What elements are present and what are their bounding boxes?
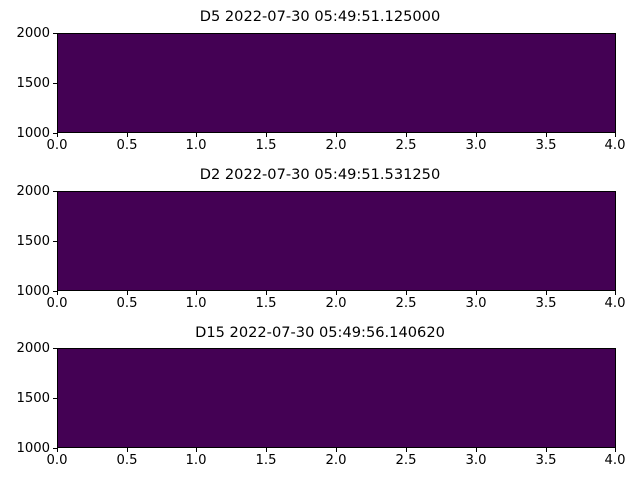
xtick-mark (615, 448, 616, 452)
xtick-label: 4.0 (604, 296, 626, 311)
subplot-3-axes (57, 348, 616, 448)
xtick-label: 2.0 (325, 138, 347, 153)
xtick-mark (546, 291, 547, 295)
xtick-mark (476, 291, 477, 295)
ytick-label: 1000 (16, 284, 50, 299)
ytick-mark (53, 291, 57, 292)
xtick-mark (196, 291, 197, 295)
subplot-3-title: D15 2022-07-30 05:49:56.140620 (195, 324, 445, 341)
xtick-mark (336, 448, 337, 452)
ytick-label: 1000 (16, 126, 50, 141)
xtick-mark (127, 291, 128, 295)
subplot-1-title: D5 2022-07-30 05:49:51.125000 (199, 8, 441, 25)
xtick-mark (615, 291, 616, 295)
xtick-mark (127, 448, 128, 452)
xtick-label: 0.0 (46, 138, 68, 153)
ytick-mark (53, 348, 57, 349)
xtick-mark (336, 133, 337, 137)
xtick-mark (266, 133, 267, 137)
xtick-label: 0.5 (116, 453, 138, 468)
ytick-mark (53, 83, 57, 84)
xtick-mark (57, 133, 58, 137)
ytick-mark (53, 191, 57, 192)
ytick-mark (53, 133, 57, 134)
xtick-mark (476, 133, 477, 137)
ytick-label: 1000 (16, 441, 50, 456)
ytick-mark (53, 398, 57, 399)
ytick-label: 2000 (16, 341, 50, 356)
xtick-mark (266, 448, 267, 452)
subplot-2-title: D2 2022-07-30 05:49:51.531250 (199, 166, 441, 183)
xtick-label: 0.5 (116, 296, 138, 311)
xtick-label: 3.5 (535, 138, 557, 153)
xtick-label: 0.0 (46, 296, 68, 311)
xtick-label: 1.5 (255, 453, 277, 468)
xtick-mark (57, 291, 58, 295)
xtick-label: 1.0 (185, 296, 207, 311)
xtick-mark (406, 448, 407, 452)
ytick-mark (53, 241, 57, 242)
xtick-label: 2.0 (325, 296, 347, 311)
xtick-mark (266, 291, 267, 295)
xtick-mark (476, 448, 477, 452)
xtick-label: 2.5 (395, 453, 417, 468)
xtick-mark (196, 133, 197, 137)
xtick-mark (615, 133, 616, 137)
spectrogram-image-3 (58, 349, 615, 447)
ytick-label: 1500 (16, 391, 50, 406)
xtick-label: 3.0 (465, 453, 487, 468)
xtick-label: 1.5 (255, 296, 277, 311)
xtick-label: 4.0 (604, 453, 626, 468)
spectrogram-image-2 (58, 192, 615, 290)
xtick-label: 4.0 (604, 138, 626, 153)
xtick-mark (406, 291, 407, 295)
xtick-label: 3.5 (535, 453, 557, 468)
ytick-label: 2000 (16, 26, 50, 41)
xtick-mark (546, 133, 547, 137)
subplot-1-axes (57, 33, 616, 133)
xtick-mark (406, 133, 407, 137)
xtick-label: 1.0 (185, 138, 207, 153)
xtick-mark (127, 133, 128, 137)
ytick-label: 1500 (16, 234, 50, 249)
ytick-label: 1500 (16, 76, 50, 91)
xtick-mark (336, 291, 337, 295)
ytick-mark (53, 448, 57, 449)
xtick-label: 3.5 (535, 296, 557, 311)
xtick-label: 1.5 (255, 138, 277, 153)
xtick-mark (196, 448, 197, 452)
ytick-label: 2000 (16, 184, 50, 199)
subplot-2-axes (57, 191, 616, 291)
xtick-label: 2.0 (325, 453, 347, 468)
xtick-label: 2.5 (395, 296, 417, 311)
spectrogram-image-1 (58, 34, 615, 132)
xtick-label: 1.0 (185, 453, 207, 468)
ytick-mark (53, 33, 57, 34)
xtick-label: 3.0 (465, 138, 487, 153)
xtick-label: 0.5 (116, 138, 138, 153)
xtick-mark (546, 448, 547, 452)
xtick-label: 2.5 (395, 138, 417, 153)
xtick-mark (57, 448, 58, 452)
xtick-label: 0.0 (46, 453, 68, 468)
xtick-label: 3.0 (465, 296, 487, 311)
